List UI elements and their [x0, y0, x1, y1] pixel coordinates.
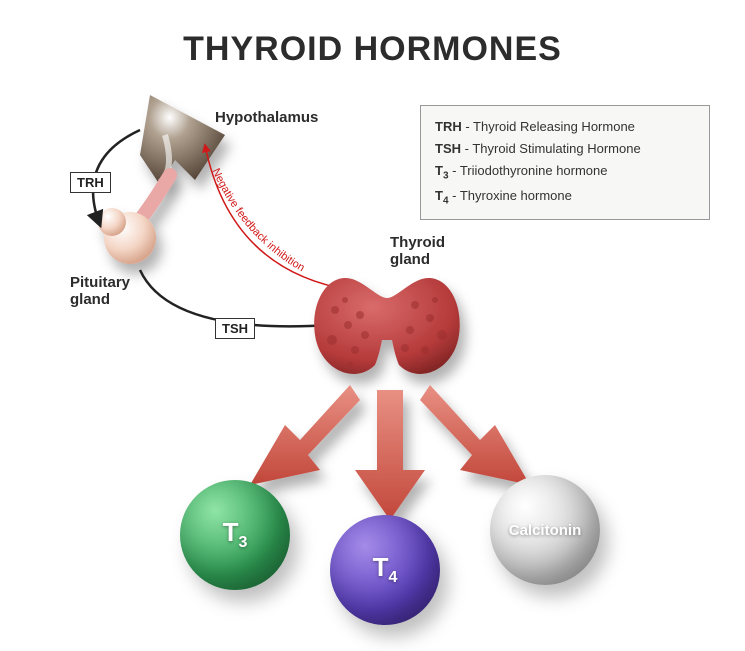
thyroid-shape [314, 278, 460, 374]
feedback-label: Negative feedback inhibition [210, 167, 307, 275]
output-arrow-t3 [250, 385, 360, 485]
trh-box: TRH [70, 172, 111, 193]
pituitary-label: Pituitary gland [70, 275, 130, 308]
tsh-box: TSH [215, 318, 255, 339]
hypothalamus-label: Hypothalamus [215, 110, 318, 127]
calcitonin-sphere: Calcitonin [490, 475, 600, 585]
t4-sphere: T4 [330, 515, 440, 625]
thyroid-label: Thyroid gland [390, 235, 445, 268]
t3-sphere: T3 [180, 480, 290, 590]
output-arrow-calcitonin [420, 385, 530, 485]
output-arrow-t4 [355, 390, 425, 520]
feedback-arrow [205, 145, 350, 290]
